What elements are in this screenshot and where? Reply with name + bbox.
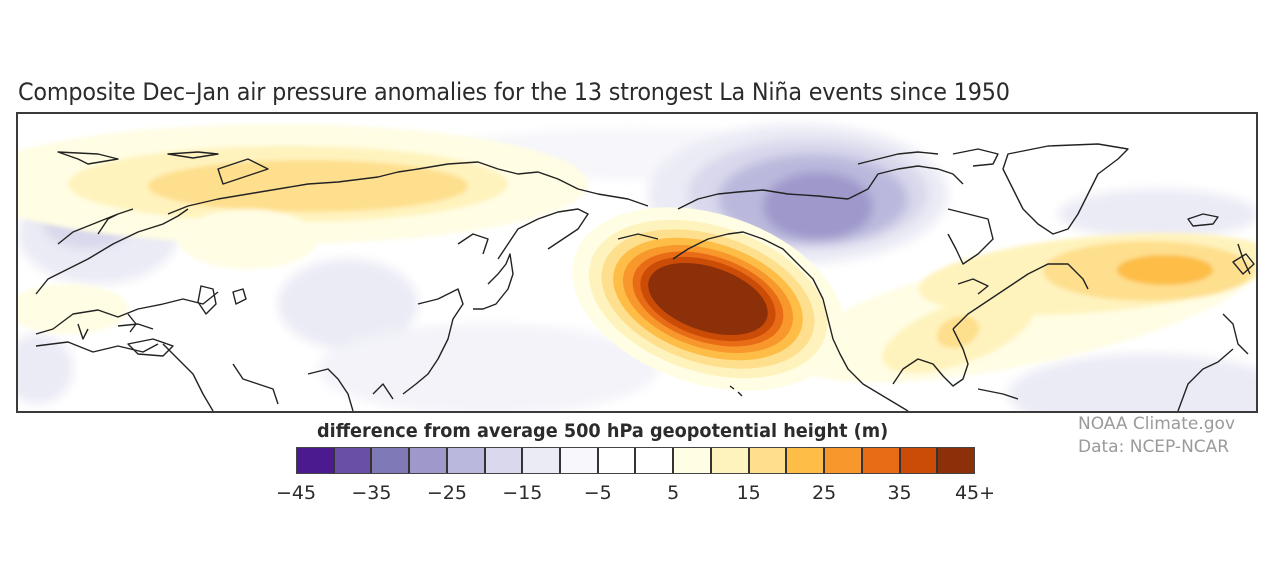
- colorbar-bin: [334, 448, 373, 473]
- colorbar-tick-label: 25: [812, 482, 837, 504]
- colorbar-tick-label: 5: [667, 482, 680, 504]
- colorbar-bin: [938, 448, 974, 473]
- colorbar-bin: [485, 448, 524, 473]
- credit-source: NOAA Climate.gov: [1078, 414, 1236, 434]
- colorbar-tick-label: −25: [426, 482, 467, 504]
- colorbar-bin: [674, 448, 712, 473]
- colorbar-tick-label: 15: [736, 482, 761, 504]
- colorbar-bin: [825, 448, 863, 473]
- colorbar-bin: [711, 448, 750, 473]
- colorbar-bin: [598, 448, 637, 473]
- colorbar-bin: [787, 448, 826, 473]
- pacific-high-anomaly: [572, 207, 844, 391]
- legend-title: difference from average 500 hPa geopoten…: [317, 420, 889, 442]
- colorbar-bin: [561, 448, 599, 473]
- colorbar-tick-label: −45: [275, 482, 317, 504]
- colorbar-tick-label: 45+: [954, 482, 996, 504]
- anomaly-map: [16, 112, 1258, 413]
- colorbar-bin: [410, 448, 448, 473]
- colorbar-bin: [447, 448, 486, 473]
- colorbar-bin: [862, 448, 901, 473]
- colorbar-bin: [749, 448, 788, 473]
- colorbar: [296, 447, 975, 474]
- colorbar-bin: [636, 448, 675, 473]
- map-title: Composite Dec–Jan air pressure anomalies…: [18, 78, 1010, 106]
- colorbar-bin: [523, 448, 562, 473]
- map-canvas: [18, 124, 1256, 411]
- colorbar-tick-label: −15: [502, 482, 543, 504]
- colorbar-bin: [900, 448, 939, 473]
- colorbar-tick-label: 35: [887, 482, 912, 504]
- coastlines: [35, 143, 1255, 411]
- colorbar-bin: [372, 448, 411, 473]
- colorbar-bin: [297, 448, 335, 473]
- credit-data: Data: NCEP-NCAR: [1078, 437, 1230, 457]
- colorbar-tick-label: −5: [583, 482, 612, 504]
- colorbar-tick-label: −35: [351, 482, 392, 504]
- positive-anomaly-field: [18, 124, 1256, 383]
